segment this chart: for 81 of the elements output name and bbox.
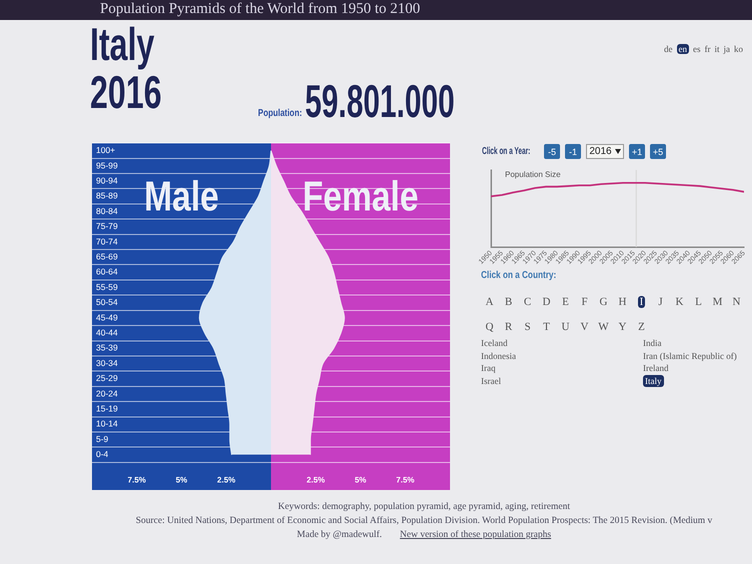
text: K bbox=[676, 296, 684, 308]
y-tick-label: 40-44 bbox=[96, 328, 118, 338]
text: T bbox=[543, 321, 550, 333]
text: Made by @madewulf. bbox=[296, 530, 382, 540]
text: J bbox=[658, 296, 663, 308]
y-tick-label: 20-24 bbox=[96, 388, 118, 398]
x-tick-label: 7.5% bbox=[128, 475, 146, 484]
text: ja bbox=[724, 44, 730, 54]
text: ko bbox=[734, 44, 744, 54]
text: G bbox=[600, 296, 608, 308]
text: C bbox=[524, 296, 532, 308]
y-tick-label: 45-49 bbox=[96, 312, 118, 322]
y-tick-label: 95-99 bbox=[96, 160, 118, 170]
y-tick-label: 5-9 bbox=[96, 434, 109, 444]
y-tick-label: 100+ bbox=[96, 145, 116, 156]
x-tick-label: 2.5% bbox=[306, 475, 325, 484]
text: 59.801.000 bbox=[305, 75, 455, 127]
text: B bbox=[504, 296, 512, 308]
text: Iceland bbox=[481, 337, 508, 349]
y-tick-label: 15-19 bbox=[96, 404, 118, 414]
text: it bbox=[714, 44, 720, 54]
text: New version of these population graphs bbox=[400, 530, 552, 540]
text: N bbox=[732, 296, 740, 308]
text: Click on a Country: bbox=[481, 270, 556, 281]
text: en bbox=[676, 44, 689, 54]
x-tick-label: 2.5% bbox=[217, 475, 236, 484]
y-tick-label: 55-59 bbox=[96, 282, 118, 292]
text: Y bbox=[618, 321, 626, 333]
text: Indonesia bbox=[481, 350, 516, 362]
text: India bbox=[643, 337, 662, 349]
text: Iran (Islamic Republic of) bbox=[643, 350, 737, 362]
y-tick-label: 85-89 bbox=[96, 190, 118, 201]
source-note: Source: United Nations, Department of Economic and Social Affairs, Population Division. World Population Prospects: The 2015 Revision. (Medium v bbox=[136, 516, 712, 526]
x-tick-label: 5% bbox=[354, 475, 366, 484]
text: Click on a Year: bbox=[482, 146, 530, 157]
text: Keywords: demography, population pyramid, age pyramid, aging, retirement bbox=[278, 502, 570, 512]
text: Q bbox=[486, 321, 494, 333]
y-tick-label: 30-34 bbox=[96, 358, 118, 368]
text: R bbox=[504, 321, 512, 333]
y-tick-label: 60-64 bbox=[96, 266, 118, 277]
text: E bbox=[562, 296, 569, 308]
text: Iraq bbox=[481, 362, 496, 374]
y-tick-label: 80-84 bbox=[96, 206, 118, 216]
text: F bbox=[581, 296, 588, 308]
text: W bbox=[598, 321, 609, 333]
y-tick-label: 50-54 bbox=[96, 297, 118, 308]
x-tick-label: 7.5% bbox=[396, 475, 414, 484]
year-button: +1 bbox=[629, 144, 645, 159]
text: fr bbox=[704, 44, 710, 54]
text: S bbox=[524, 321, 531, 333]
y-tick-label: 75-79 bbox=[96, 221, 118, 232]
text: U bbox=[562, 321, 570, 333]
text: L bbox=[695, 296, 702, 308]
text: M bbox=[712, 296, 722, 308]
year-button: +5 bbox=[650, 144, 666, 159]
text: D bbox=[542, 296, 550, 308]
y-tick-label: 10-14 bbox=[96, 418, 118, 429]
y-tick-label: 90-94 bbox=[96, 175, 118, 186]
y-tick-label: 70-74 bbox=[96, 236, 118, 246]
text: I bbox=[638, 296, 646, 308]
y-tick-label: 35-39 bbox=[96, 342, 118, 353]
text: Population Pyramids of the World from 1950 to 2100 bbox=[100, 1, 420, 18]
text: de bbox=[664, 44, 672, 54]
y-tick-label: 0-4 bbox=[96, 449, 109, 460]
year-dropdown: 2016 bbox=[586, 144, 624, 159]
x-tick-label: 5% bbox=[176, 475, 188, 484]
text: H bbox=[618, 296, 626, 308]
chart-title: Italy 2016 bbox=[90, 18, 163, 118]
text: V bbox=[580, 321, 588, 333]
text: Ireland bbox=[643, 362, 668, 374]
text: Z bbox=[638, 321, 645, 333]
text: A bbox=[486, 296, 494, 308]
y-tick-label: 65-69 bbox=[96, 251, 118, 262]
text: Population: bbox=[258, 108, 302, 119]
y-tick-label: 25-29 bbox=[96, 373, 118, 384]
year-button: -1 bbox=[565, 144, 581, 159]
text: Israel bbox=[481, 374, 501, 386]
text: Italy bbox=[643, 374, 664, 386]
year-button: -5 bbox=[544, 144, 560, 159]
chart-title: Population Size bbox=[505, 170, 562, 180]
text: es bbox=[693, 44, 700, 54]
